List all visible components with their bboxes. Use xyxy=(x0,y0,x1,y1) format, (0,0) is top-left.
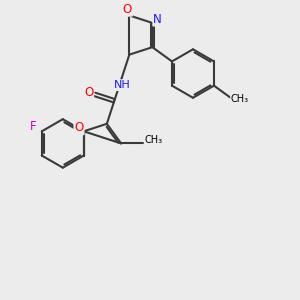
Text: NH: NH xyxy=(113,80,130,90)
Text: O: O xyxy=(84,86,93,99)
Text: CH₃: CH₃ xyxy=(231,94,249,104)
Text: CH₃: CH₃ xyxy=(145,136,163,146)
Text: N: N xyxy=(153,13,162,26)
Text: O: O xyxy=(123,3,132,16)
Text: O: O xyxy=(74,121,84,134)
Text: F: F xyxy=(30,120,37,133)
